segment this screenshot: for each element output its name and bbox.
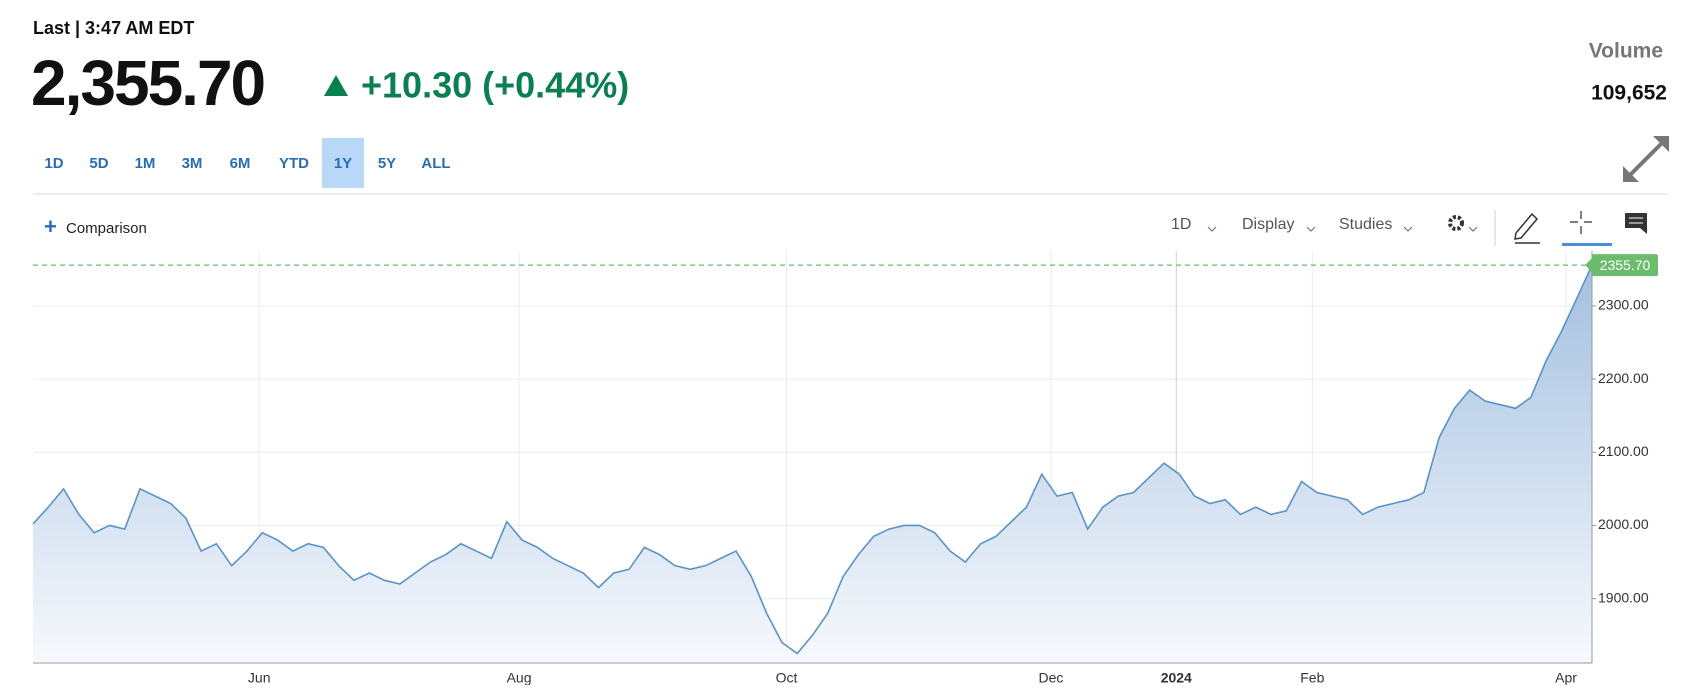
last-price-tag [1592,254,1658,277]
range-button[interactable]: 3M [182,155,203,172]
range-selector: 1D 5D 1M 3M 6M YTD 1Y 5Y ALL [44,138,451,188]
y-tick-label: 1900.00 [1598,589,1649,605]
volume-label: Volume [1589,40,1663,63]
x-tick-label: Dec [1038,670,1063,685]
range-button[interactable]: 6M [230,155,251,172]
volume: 109,652 [1591,82,1667,105]
range-button[interactable]: ALL [421,155,450,172]
price-line [32,264,1593,655]
comment-icon[interactable] [1625,213,1647,234]
interval-button[interactable]: 1D [1171,216,1191,233]
range-button[interactable]: 1M [135,155,156,172]
y-tick-label: 2000.00 [1598,516,1649,532]
draw-icon[interactable] [1514,212,1540,244]
y-tick-label: 2100.00 [1598,443,1649,459]
x-tick-label: Aug [507,670,532,685]
studies-button[interactable]: Studies [1339,216,1392,233]
x-tick-label: Jun [248,670,271,685]
comparison-button[interactable]: Comparison [66,220,147,237]
last-price-pointer [1585,258,1592,273]
crosshair-icon[interactable] [1570,211,1592,234]
price-change: +10.30 (+0.44%) [361,65,629,106]
x-tick-label: Feb [1300,670,1324,685]
range-button[interactable]: 5Y [378,155,396,172]
range-button[interactable]: 1Y [334,155,352,172]
settings-icon[interactable] [1448,215,1464,231]
range-button[interactable]: 1D [44,155,63,172]
range-button[interactable]: 5D [89,155,108,172]
active-tool-underline [1562,243,1612,246]
x-tick-label: 2024 [1161,670,1192,685]
up-arrow [324,75,348,96]
last-time: Last | 3:47 AM EDT [33,18,194,38]
dropdown-arrows [1207,226,1478,232]
x-tick-label: Oct [776,670,798,685]
area-fill [33,265,1592,663]
last-price-label: 2355.70 [1600,257,1651,273]
x-tick-label: Apr [1555,670,1577,685]
plus-icon: + [44,214,57,239]
price: 2,355.70 [31,47,264,119]
y-tick-label: 2200.00 [1598,370,1649,386]
plot: 1900.00 2000.00 2100.00 2200.00 2300.00 Jun Au… [32,251,1658,686]
range-active-bg [322,138,364,188]
range-button[interactable]: YTD [279,155,309,172]
display-button[interactable]: Display [1242,216,1294,233]
y-tick-label: 2300.00 [1598,297,1649,313]
expand-icon[interactable] [1623,136,1669,182]
